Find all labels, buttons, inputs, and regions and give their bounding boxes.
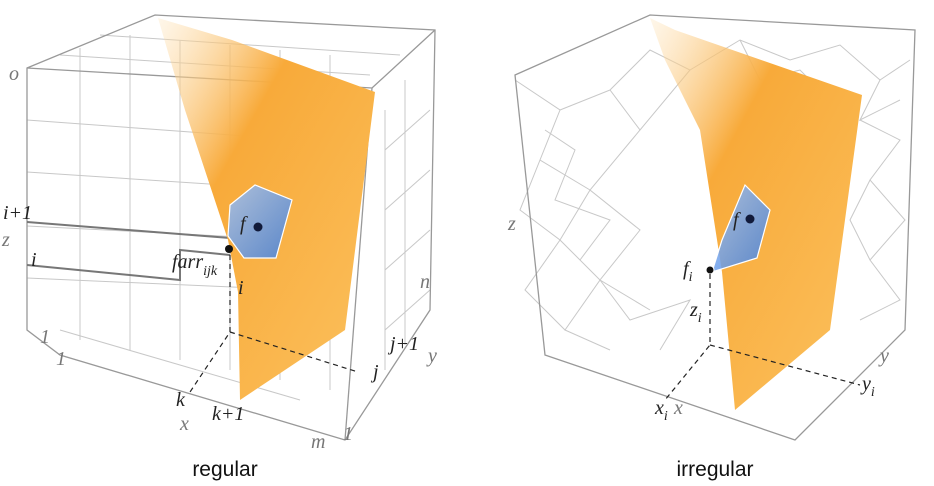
projection — [664, 274, 711, 401]
label-text: z — [689, 299, 698, 321]
label-text: f — [683, 258, 691, 280]
label: 1 — [40, 326, 50, 348]
label-sub: ijk — [203, 264, 218, 279]
label: j+1 — [387, 333, 419, 355]
irregular-mesh — [514, 39, 911, 351]
label-text: x — [654, 397, 664, 419]
point-f — [745, 214, 755, 224]
label: i+1 — [3, 202, 32, 224]
label: y — [426, 345, 437, 367]
irregular-panel — [514, 14, 916, 441]
label: k — [176, 389, 186, 411]
label-sub: i — [664, 409, 668, 424]
label: i — [238, 277, 244, 299]
label: j — [370, 361, 379, 383]
label-text: farr — [172, 251, 203, 273]
label-sub: i — [698, 311, 702, 326]
cell — [227, 184, 293, 259]
point-farr — [225, 245, 233, 253]
label-sub: i — [689, 270, 693, 285]
cube-outline — [514, 14, 916, 441]
cube-outline — [26, 14, 436, 441]
label: m — [311, 431, 325, 453]
row-line — [26, 221, 231, 239]
label: yi — [860, 373, 875, 400]
label: zi — [689, 299, 702, 326]
label: y — [878, 345, 889, 367]
label-text: y — [860, 373, 871, 395]
label: xi — [654, 397, 668, 424]
label: 1 — [56, 348, 66, 370]
label: f — [733, 209, 741, 231]
caption: regular — [192, 458, 257, 481]
point-f — [253, 222, 263, 232]
label: n — [420, 271, 430, 293]
label: z — [507, 213, 516, 235]
projection — [709, 344, 861, 386]
row-line — [26, 248, 231, 282]
cell — [711, 183, 771, 273]
regular-panel — [26, 14, 436, 441]
label: farrijk — [172, 251, 218, 279]
label: 1 — [343, 423, 353, 445]
caption: irregular — [676, 458, 753, 481]
label: f — [240, 213, 248, 235]
label-sub: i — [871, 385, 875, 400]
label: x — [179, 413, 189, 435]
label: z — [1, 229, 10, 251]
label: x — [673, 397, 683, 419]
label: fi — [683, 258, 693, 285]
label: i — [31, 249, 37, 271]
label: k+1 — [212, 403, 244, 425]
point-fi — [705, 265, 715, 275]
label: o — [9, 63, 19, 85]
projection — [229, 331, 359, 373]
